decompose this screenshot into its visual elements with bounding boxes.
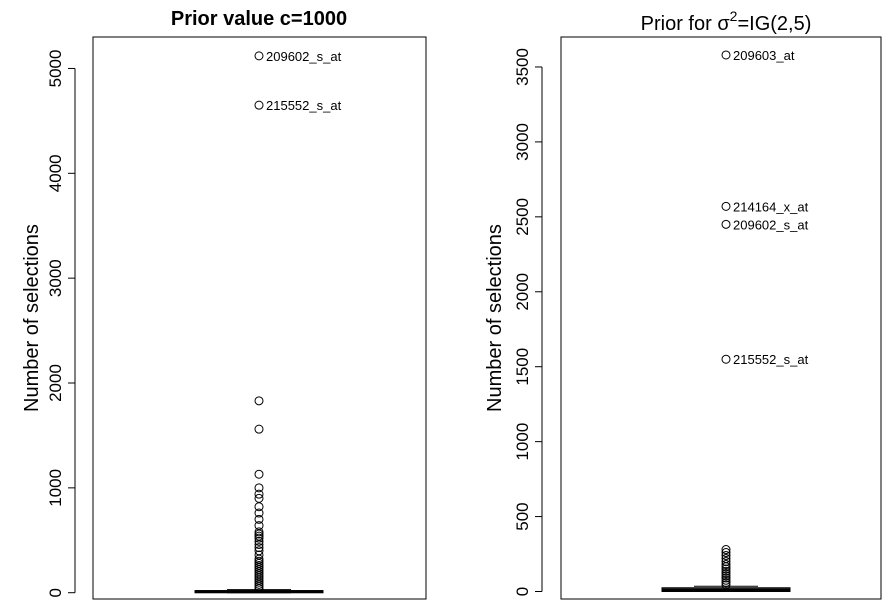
outlier-point [721,557,731,567]
outlier-point [721,580,731,590]
outlier-point [254,508,264,518]
y-tick-label: 1000 [513,423,532,461]
outlier-point [254,100,264,110]
outlier-point [254,543,264,553]
y-axis-label: Number of selections [21,224,43,412]
outlier-point [254,483,264,493]
outliers [254,51,264,594]
outlier-point [254,546,264,556]
y-tick-label: 4000 [46,154,65,192]
y-tick-label: 2500 [513,198,532,236]
title-sigma: σ [717,13,730,35]
outlier-point [254,536,264,546]
title-suffix: =IG(2,5) [737,13,811,35]
title-superscript: 2 [730,8,738,24]
y-tick-label: 3500 [513,48,532,86]
y-tick-label: 2000 [513,273,532,311]
outlier-point [721,551,731,561]
boxplot-panel-right: Prior for σ2=IG(2,5) Number of selection… [484,8,882,600]
y-tick-label: 2000 [46,364,65,402]
y-axis-label: Number of selections [484,224,506,412]
outlier-annotation: 209602_s_at [266,49,342,64]
y-ticks: 0 500 1000 1500 2000 2500 3000 3500 [513,48,542,596]
y-tick-label: 0 [46,588,65,597]
y-tick-label: 5000 [46,50,65,88]
outlier-point [254,514,264,524]
outlier-point [254,469,264,479]
y-tick-label: 500 [513,502,532,530]
outlier-point [254,531,264,541]
outlier-point [254,493,264,503]
outlier-point [254,550,264,560]
y-tick-label: 3000 [46,259,65,297]
outlier-annotation: 209602_s_at [733,217,809,232]
outlier-point [254,527,264,537]
outlier-annotation: 209603_at [733,48,795,63]
outlier-point [721,354,731,364]
outlier-point [721,564,731,574]
plot-frame [560,36,882,600]
title-prefix: Prior for [641,13,718,35]
y-axis: 0 500 1000 1500 2000 2500 3000 3500 [513,48,543,596]
y-tick-label: 1500 [513,348,532,386]
outlier-point [254,533,264,543]
outlier-point [721,545,731,555]
outlier-point [721,548,731,558]
outlier-point [721,219,731,229]
outlier-point [254,556,264,566]
y-axis: 0 1000 2000 3000 4000 5000 [46,50,76,597]
outlier-point [721,566,731,576]
annotations: 209602_s_at 215552_s_at [266,49,342,113]
outlier-point [254,424,264,434]
outlier-annotation: 215552_s_at [733,352,809,367]
chart-title: Prior value c=1000 [171,8,347,30]
y-tick-label: 3000 [513,123,532,161]
outlier-point [721,573,731,583]
outlier-point [721,560,731,570]
outlier-point [721,50,731,60]
outlier-point [721,569,731,579]
outlier-point [254,560,264,570]
boxplot-panel-left: Prior value c=1000 Number of selections … [21,8,427,600]
outlier-point [721,578,731,588]
outlier-point [721,575,731,585]
y-tick-label: 1000 [46,469,65,507]
outlier-point [721,201,731,211]
outlier-annotation: 214164_x_at [733,199,809,214]
outlier-point [254,502,264,512]
chart-title: Prior for σ2=IG(2,5) [641,8,812,35]
outlier-annotation: 215552_s_at [266,98,342,113]
outlier-point [721,554,731,564]
plot-frame [92,36,427,600]
outlier-point [721,571,731,581]
y-ticks: 0 1000 2000 3000 4000 5000 [46,50,75,597]
annotations: 209603_at 214164_x_at 209602_s_at 215552_s_… [733,48,809,367]
outliers [721,50,731,590]
outlier-point [254,396,264,406]
outlier-point [254,51,264,61]
outlier-point [254,521,264,531]
y-tick-label: 0 [513,587,532,596]
outlier-point [254,489,264,499]
